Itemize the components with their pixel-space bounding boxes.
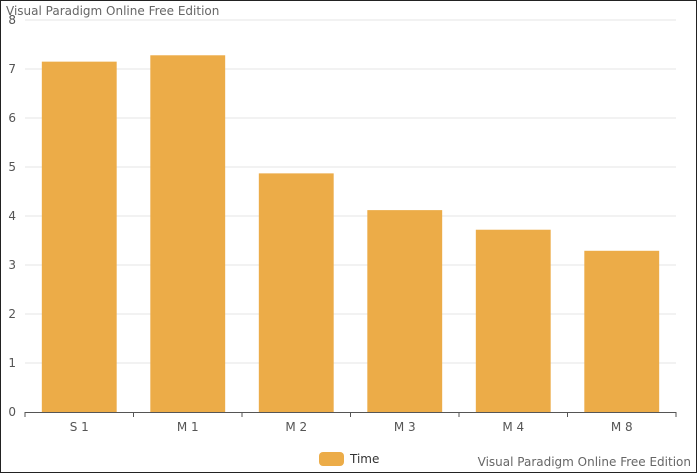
y-tick-label: 1 xyxy=(8,356,16,370)
y-tick-label: 7 xyxy=(8,62,16,76)
y-tick-label: 5 xyxy=(8,160,16,174)
bar xyxy=(475,229,551,412)
y-tick-label: 0 xyxy=(8,405,16,419)
legend[interactable]: Time xyxy=(319,452,379,466)
x-tick-label: S 1 xyxy=(70,420,89,434)
y-tick-label: 4 xyxy=(8,209,16,223)
bar xyxy=(150,55,226,412)
watermark-top: Visual Paradigm Online Free Edition xyxy=(6,4,220,18)
x-tick-label: M 1 xyxy=(177,420,199,434)
bar xyxy=(584,250,660,412)
x-tick-label: M 2 xyxy=(285,420,307,434)
bar xyxy=(367,210,443,412)
x-axis xyxy=(24,412,677,417)
y-tick-label: 3 xyxy=(8,258,16,272)
legend-label: Time xyxy=(350,452,380,466)
bar xyxy=(258,173,334,412)
bar xyxy=(41,61,117,413)
x-axis-ticks: S 1 M 1 M 2 M 3 M 4 M 8 xyxy=(70,420,633,434)
y-axis-ticks: 0 1 2 3 4 5 6 7 8 xyxy=(8,13,16,419)
y-tick-label: 8 xyxy=(8,13,16,27)
bars xyxy=(41,55,660,413)
x-tick-label: M 8 xyxy=(611,420,633,434)
legend-swatch xyxy=(319,452,344,466)
y-tick-label: 2 xyxy=(8,307,16,321)
y-tick-label: 6 xyxy=(8,111,16,125)
x-tick-label: M 4 xyxy=(502,420,524,434)
grid-lines xyxy=(25,19,676,364)
x-tick-label: M 3 xyxy=(394,420,416,434)
watermark-bottom: Visual Paradigm Online Free Edition xyxy=(477,455,691,469)
